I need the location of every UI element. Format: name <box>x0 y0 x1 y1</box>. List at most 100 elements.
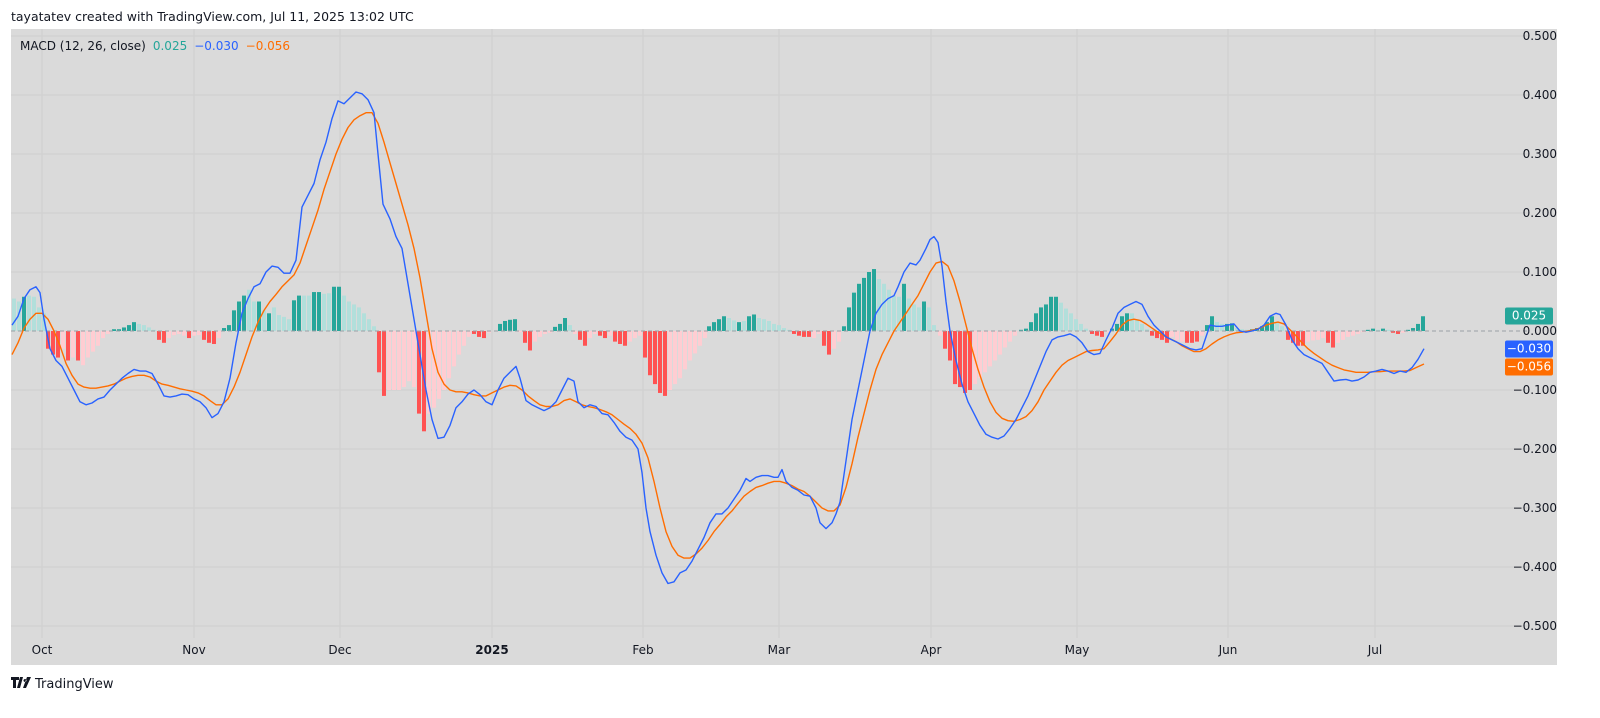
histogram-bar <box>857 283 861 331</box>
histogram-bar <box>907 298 911 331</box>
histogram-bar <box>1376 329 1380 331</box>
histogram-bar <box>1416 323 1420 331</box>
histogram-bar <box>1175 331 1179 340</box>
histogram-bar <box>588 331 592 339</box>
histogram-bar <box>487 331 491 333</box>
histogram-bar <box>1321 331 1325 339</box>
histogram-bar <box>457 331 461 355</box>
signal-value: −0.056 <box>245 39 291 53</box>
histogram-bar <box>1245 329 1249 331</box>
histogram-bar <box>367 319 371 331</box>
histogram-bar <box>892 295 896 331</box>
histogram-bar <box>827 331 831 355</box>
time-axis-label: Jun <box>1218 643 1238 657</box>
histogram-bar <box>1145 329 1149 331</box>
histogram-bar <box>1064 308 1068 331</box>
time-axis-label: May <box>1064 643 1090 657</box>
time-axis-label: Mar <box>767 643 791 657</box>
histogram-bar <box>91 331 95 352</box>
time-axis-label: Jul <box>1367 643 1383 657</box>
histogram-bar <box>477 331 481 337</box>
histogram-bar <box>1351 331 1355 336</box>
histogram-bar <box>402 331 406 388</box>
histogram-bar <box>1316 331 1320 340</box>
histogram-bar <box>1079 323 1083 331</box>
histogram-bar <box>1356 331 1360 334</box>
histogram-bar <box>17 301 21 331</box>
histogram-bar <box>603 331 607 339</box>
histogram-bar <box>357 307 361 331</box>
tradingview-logo-text: TradingView <box>35 677 114 692</box>
histogram-bar <box>32 296 36 331</box>
histogram-bar <box>297 295 301 331</box>
price-axis-label: 0.200 <box>1522 206 1557 220</box>
histogram-bar <box>747 316 751 331</box>
histogram-bar <box>958 331 962 388</box>
histogram-bar <box>1054 296 1058 331</box>
histogram-bar <box>71 331 75 358</box>
price-axis-label: 0.300 <box>1522 147 1557 161</box>
histogram-bar <box>1034 313 1038 331</box>
histogram-bar <box>122 327 126 331</box>
histogram-bar <box>912 304 916 331</box>
histogram-bar <box>147 327 151 331</box>
histogram-bar <box>152 329 156 331</box>
histogram-bar <box>1120 316 1124 331</box>
footer-brand[interactable]: TradingView <box>11 677 114 692</box>
macd-line <box>11 91 1425 585</box>
price-axis-label: −0.400 <box>1512 560 1557 574</box>
histogram-bar <box>613 331 617 342</box>
histogram-bar <box>192 331 196 336</box>
histogram-bar <box>132 322 136 331</box>
histogram-bar <box>207 331 211 343</box>
histogram-bar <box>1240 329 1244 331</box>
histogram-bar <box>127 325 131 331</box>
histogram-bar <box>993 331 997 361</box>
histogram-bar <box>1235 328 1239 331</box>
time-axis-label: Dec <box>328 643 352 657</box>
histogram-bar <box>66 331 70 361</box>
histogram-bar <box>583 331 587 346</box>
histogram-bar <box>407 331 411 382</box>
histogram-bar <box>1110 328 1114 331</box>
histogram-bar <box>1150 331 1154 336</box>
histogram-bar <box>1306 331 1310 342</box>
histogram-bar <box>237 301 241 331</box>
histogram-bar <box>187 331 191 339</box>
histogram-bar <box>523 331 527 343</box>
histogram-bar <box>242 295 246 331</box>
indicator-legend[interactable]: MACD (12, 26, close) 0.025 −0.030 −0.056 <box>20 39 290 53</box>
histogram-bar <box>327 293 331 331</box>
histogram-bar <box>528 331 532 351</box>
histogram-bar <box>202 331 206 340</box>
histogram-bar <box>1205 325 1209 331</box>
histogram-bar <box>1260 326 1264 331</box>
chart-area[interactable] <box>11 29 1557 665</box>
histogram-bar <box>568 325 572 331</box>
histogram-bar <box>1084 328 1088 331</box>
histogram-bar <box>352 304 356 331</box>
histogram-bar <box>932 325 936 331</box>
histogram-bar <box>1391 331 1395 333</box>
histogram-bar <box>417 331 421 414</box>
time-axis-label: Nov <box>182 643 206 657</box>
histogram-bar <box>392 331 396 390</box>
histogram-bar <box>397 331 401 390</box>
histogram-bar <box>61 331 65 349</box>
histogram-bar <box>782 328 786 331</box>
histogram-bar <box>837 331 841 342</box>
histogram-bar <box>112 329 116 331</box>
histogram-bar <box>968 331 972 390</box>
histogram-bar <box>96 331 100 346</box>
histogram-bar <box>498 323 502 331</box>
signal-price-tag: −0.056 <box>1505 358 1553 376</box>
histogram-bar <box>292 300 296 331</box>
histogram-bar <box>1140 323 1144 331</box>
histogram-bar <box>1125 313 1129 331</box>
histogram-bar <box>1421 316 1425 331</box>
histogram-bar <box>668 331 672 390</box>
histogram-bar <box>222 328 226 331</box>
histogram-bar <box>22 296 26 331</box>
histogram-bar <box>1275 322 1279 331</box>
